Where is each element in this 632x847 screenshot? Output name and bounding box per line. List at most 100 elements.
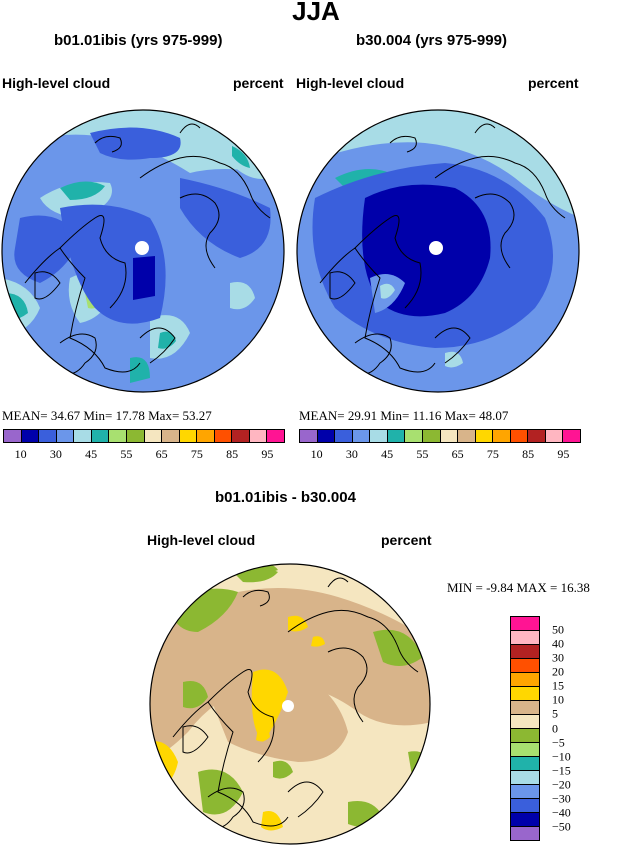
diff-colorbar-swatch bbox=[511, 701, 539, 715]
diff-colorbar bbox=[510, 616, 540, 841]
panel1-colorbar-swatch bbox=[232, 430, 250, 442]
panel2-min-value: 11.16 bbox=[412, 408, 442, 423]
diff-colorbar-tick-label: 10 bbox=[552, 692, 564, 707]
diff-colorbar-tick-label: 15 bbox=[552, 678, 564, 693]
diff-colorbar-tick-label: −20 bbox=[552, 777, 571, 792]
diff-colorbar-swatch bbox=[511, 729, 539, 743]
panel2-mean-label: MEAN= bbox=[299, 408, 345, 423]
diff-colorbar-swatch bbox=[511, 617, 539, 631]
panel2-colorbar-tick-label: 55 bbox=[416, 447, 429, 461]
diff-stats: MIN = -9.84 MAX = 16.38 bbox=[447, 580, 590, 596]
panel2-max-label: Max= bbox=[444, 408, 476, 423]
panel1-colorbar-ticks: 10 30 45 55 65 75 85 95 bbox=[3, 447, 285, 463]
panel2-colorbar-swatch bbox=[440, 430, 459, 442]
diff-colorbar-tick-label: −40 bbox=[552, 805, 571, 820]
panel1-colorbar-swatch bbox=[56, 430, 75, 442]
diff-colorbar-tick-label: −10 bbox=[552, 749, 571, 764]
panel1-colorbar-swatch bbox=[126, 430, 145, 442]
panel2-colorbar-swatch bbox=[300, 430, 318, 442]
panel2-colorbar-tick-label: 95 bbox=[557, 447, 570, 461]
panel2-colorbar-swatch bbox=[405, 430, 423, 442]
panel1-colorbar-tick-label: 85 bbox=[226, 447, 239, 461]
diff-colorbar-tick-label: −50 bbox=[552, 819, 571, 834]
diff-colorbar-swatch bbox=[511, 827, 539, 840]
diff-colorbar-swatch bbox=[511, 673, 539, 687]
panel1-colorbar-tick-label: 30 bbox=[49, 447, 62, 461]
panel1-mean-value: 34.67 bbox=[50, 408, 81, 423]
panel2-colorbar-swatch bbox=[370, 430, 388, 442]
panel1-colorbar-tick-label: 65 bbox=[155, 447, 168, 461]
panel1-colorbar-swatch bbox=[91, 430, 110, 442]
diff-max-label: MAX = bbox=[516, 580, 558, 595]
panel2-colorbar-tick-label: 45 bbox=[381, 447, 394, 461]
diff-title: b01.01ibis - b30.004 bbox=[215, 489, 356, 506]
diff-colorbar-swatch bbox=[511, 757, 539, 771]
panel2-colorbar-tick-label: 75 bbox=[486, 447, 499, 461]
diff-colorbar-tick-label: 20 bbox=[552, 664, 564, 679]
panel2-colorbar-ticks: 10 30 45 55 65 75 85 95 bbox=[299, 447, 581, 463]
panel2-polar-map bbox=[296, 109, 580, 393]
panel2-mean-value: 29.91 bbox=[347, 408, 378, 423]
diff-colorbar-swatch bbox=[511, 785, 539, 799]
panel1-stats: MEAN= 34.67 Min= 17.78 Max= 53.27 bbox=[2, 408, 212, 424]
diff-colorbar-tick-label: −15 bbox=[552, 763, 571, 778]
diff-colorbar-swatch bbox=[511, 813, 539, 827]
figure-title: JJA bbox=[292, 0, 340, 26]
diff-colorbar-swatch bbox=[511, 771, 539, 785]
panel1-colorbar-swatch bbox=[249, 430, 268, 442]
diff-colorbar-swatch bbox=[511, 743, 539, 757]
panel1-title: b01.01ibis (yrs 975-999) bbox=[54, 32, 223, 49]
panel2-colorbar-swatch bbox=[335, 430, 353, 442]
panel2-colorbar-tick-label: 65 bbox=[451, 447, 464, 461]
panel2-colorbar-swatch bbox=[563, 430, 580, 442]
diff-units-label: percent bbox=[381, 532, 432, 548]
panel1-colorbar-tick-label: 10 bbox=[14, 447, 27, 461]
panel2-field-label: High-level cloud bbox=[296, 75, 405, 91]
diff-colorbar-tick-label: 40 bbox=[552, 636, 564, 651]
panel2-colorbar-swatch bbox=[387, 430, 406, 442]
diff-colorbar-tick-label: 50 bbox=[552, 622, 564, 637]
panel2-colorbar-tick-label: 85 bbox=[522, 447, 535, 461]
panel1-colorbar-tick-label: 55 bbox=[120, 447, 133, 461]
panel1-field-label: High-level cloud bbox=[2, 75, 111, 91]
panel2-colorbar-tick-label: 30 bbox=[345, 447, 358, 461]
diff-colorbar-tick-label: −5 bbox=[552, 735, 565, 750]
panel1-colorbar-swatch bbox=[179, 430, 198, 442]
panel2-colorbar-swatch bbox=[458, 430, 476, 442]
panel1-colorbar-swatch bbox=[162, 430, 180, 442]
panel2-colorbar-swatch bbox=[545, 430, 564, 442]
panel2-stats: MEAN= 29.91 Min= 11.16 Max= 48.07 bbox=[299, 408, 508, 424]
panel1-colorbar-swatch bbox=[21, 430, 40, 442]
diff-colorbar-swatch bbox=[511, 715, 539, 729]
panel1-colorbar-swatch bbox=[109, 430, 127, 442]
panel2-colorbar-swatch bbox=[510, 430, 529, 442]
panel1-max-label: Max= bbox=[148, 408, 180, 423]
diff-polar-map bbox=[149, 563, 431, 845]
diff-colorbar-tick-label: 5 bbox=[552, 706, 558, 721]
panel2-title: b30.004 (yrs 975-999) bbox=[356, 32, 507, 49]
panel1-colorbar-tick-label: 45 bbox=[85, 447, 98, 461]
diff-colorbar-tick-label: −30 bbox=[552, 791, 571, 806]
diff-colorbar-ticks: 50 40 30 20 15 10 5 0 −5 −10 −15 −20 −30 −40 −50 bbox=[552, 616, 612, 841]
panel2-colorbar-swatch bbox=[493, 430, 511, 442]
panel1-units-label: percent bbox=[233, 75, 284, 91]
diff-colorbar-swatch bbox=[511, 687, 539, 701]
panel1-mean-label: MEAN= bbox=[2, 408, 48, 423]
diff-min-value: -9.84 bbox=[486, 580, 514, 595]
diff-field-label: High-level cloud bbox=[147, 532, 256, 548]
diff-max-value: 16.38 bbox=[560, 580, 590, 595]
panel1-min-label: Min= bbox=[83, 408, 113, 423]
diff-colorbar-tick-label: 30 bbox=[552, 650, 564, 665]
diff-min-label: MIN = bbox=[447, 580, 483, 595]
panel1-polar-map bbox=[1, 109, 285, 393]
panel2-colorbar-swatch bbox=[422, 430, 441, 442]
diff-colorbar-swatch bbox=[511, 659, 539, 673]
diff-colorbar-swatch bbox=[511, 799, 539, 813]
panel1-colorbar-swatch bbox=[39, 430, 57, 442]
panel2-colorbar-swatch bbox=[352, 430, 371, 442]
panel1-colorbar-swatch bbox=[267, 430, 284, 442]
panel1-colorbar bbox=[3, 429, 285, 443]
panel1-colorbar-tick-label: 95 bbox=[261, 447, 274, 461]
panel1-colorbar-swatch bbox=[74, 430, 92, 442]
panel2-colorbar bbox=[299, 429, 581, 443]
